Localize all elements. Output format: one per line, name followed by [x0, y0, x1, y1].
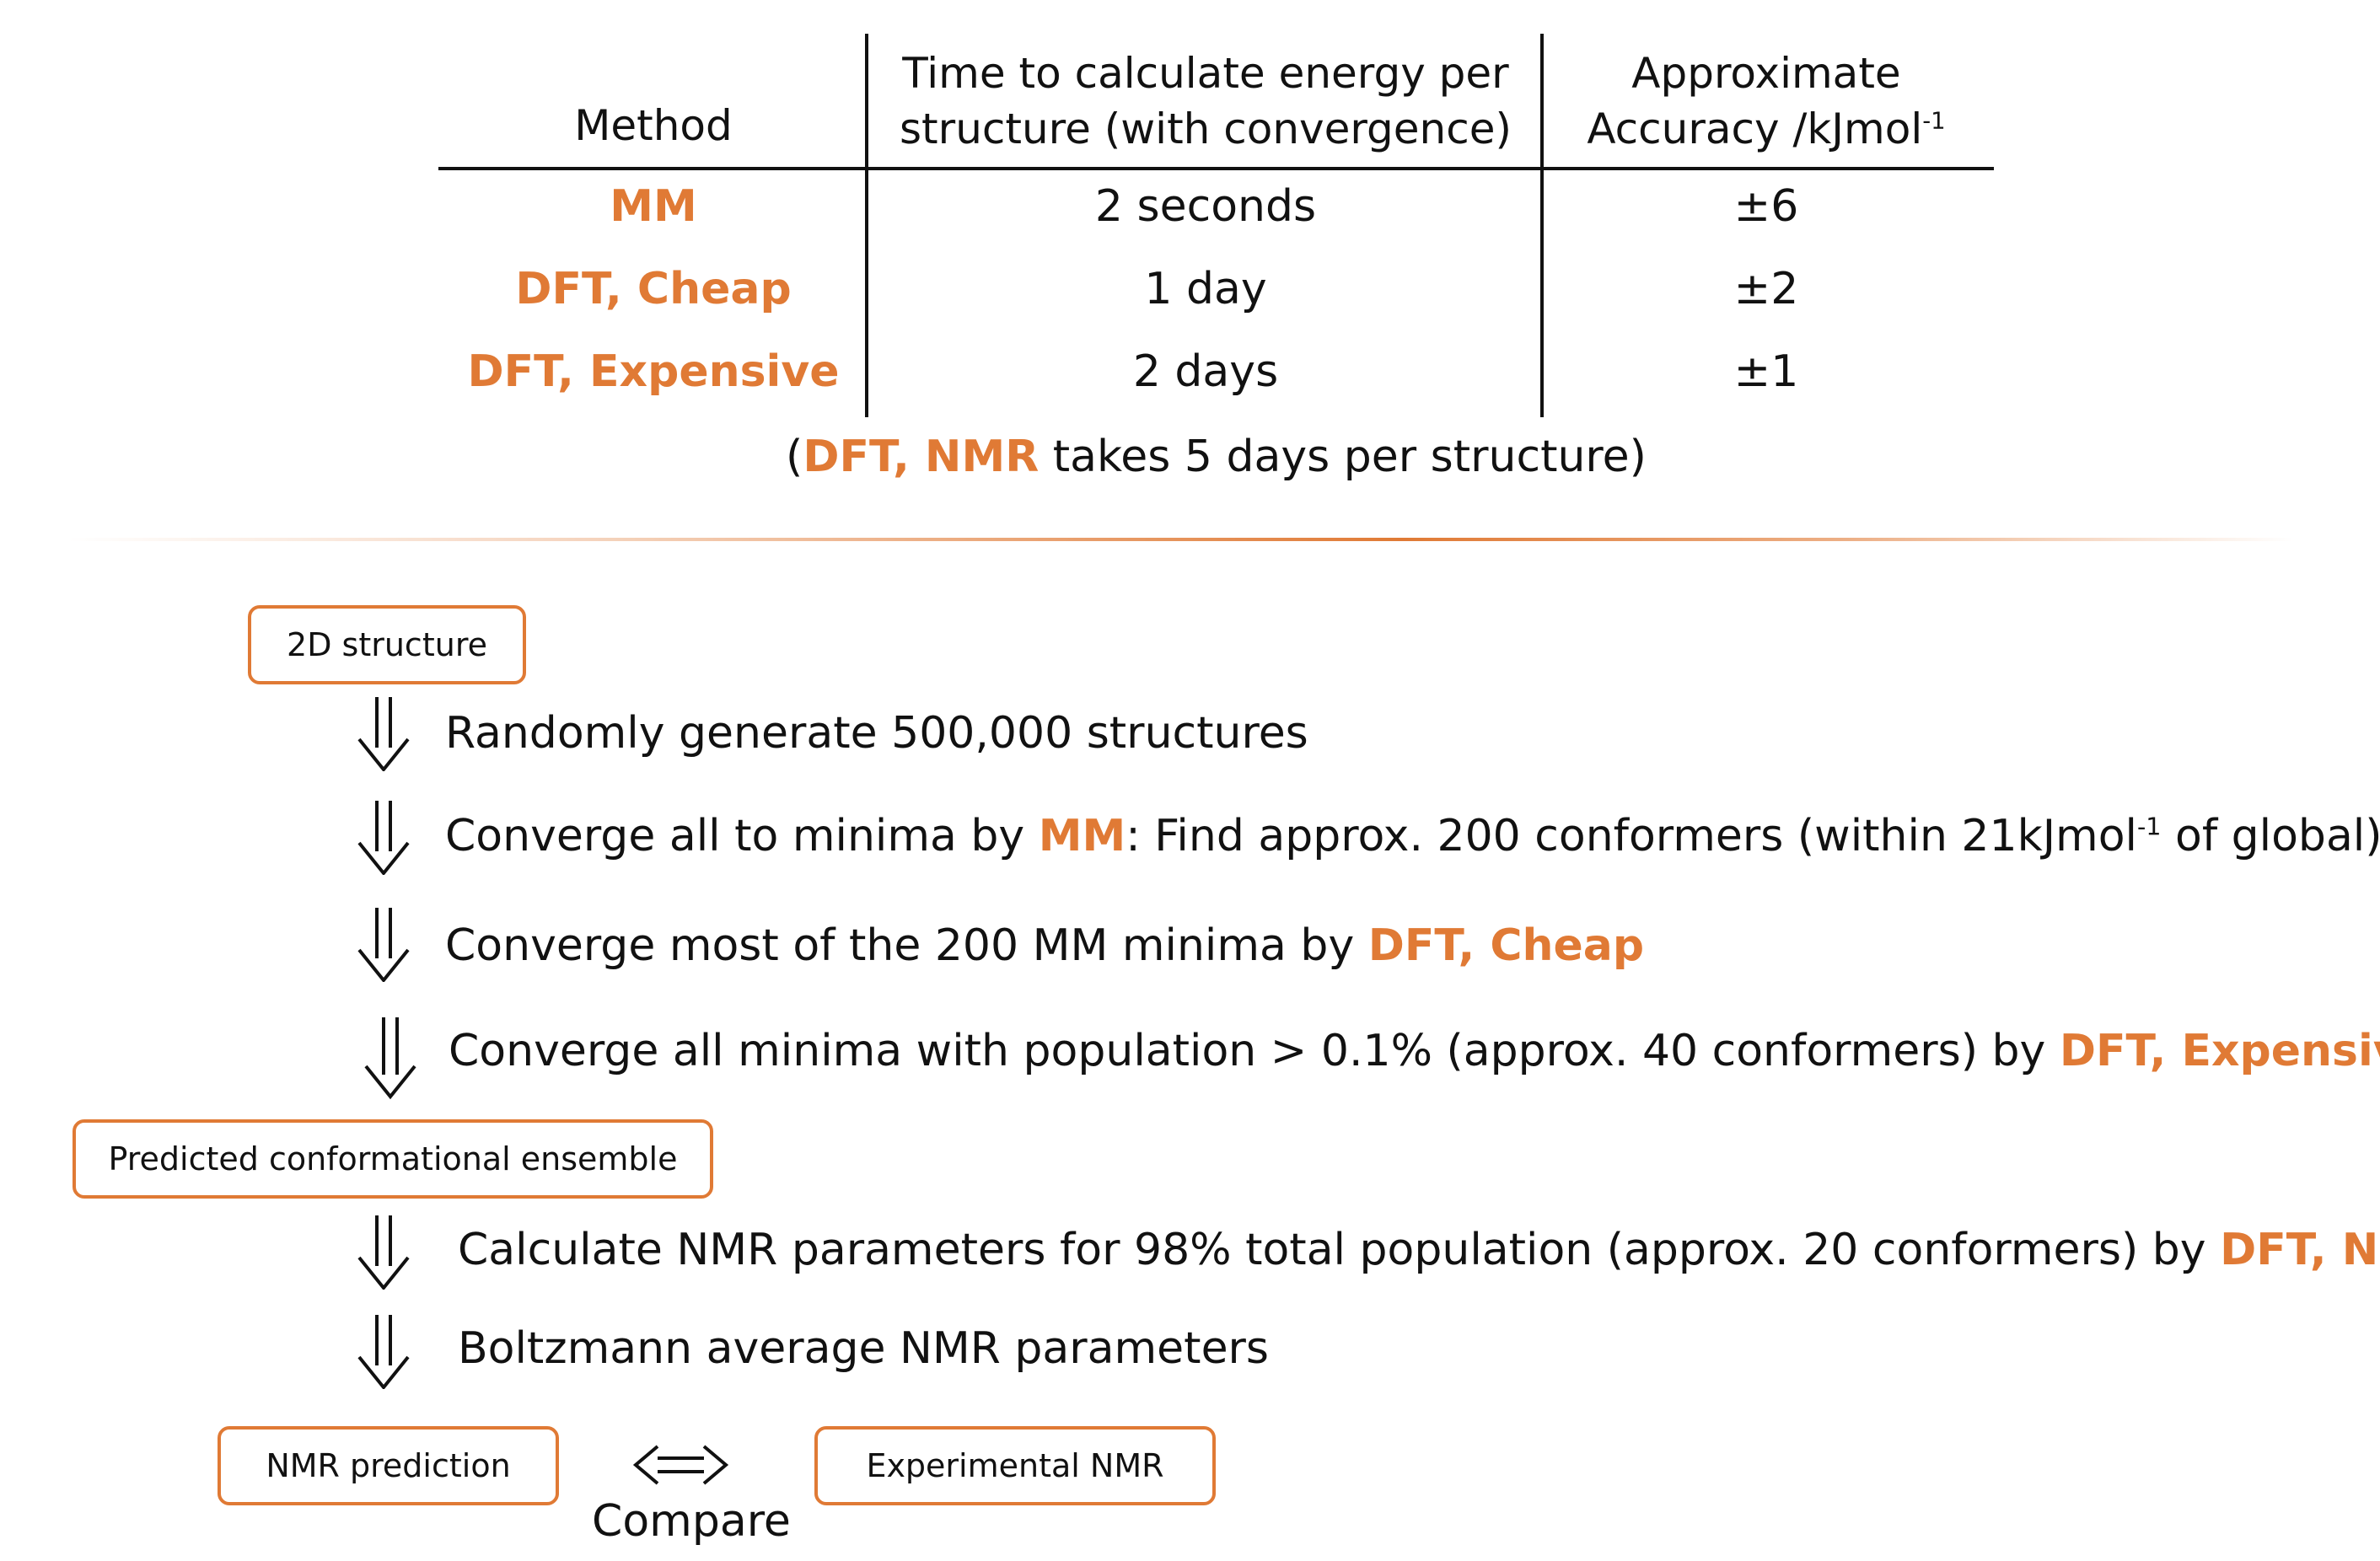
step-converge-mm: Converge all to minima by MM: Find appro… [445, 811, 2380, 861]
table-divider-2 [1540, 34, 1544, 417]
compare-label: Compare [592, 1496, 791, 1547]
table-header-rule [438, 167, 1994, 170]
row-dft-expensive-time: 2 days [1132, 346, 1279, 397]
table-note: (DFT, NMR takes 5 days per structure) [786, 432, 1647, 482]
table-divider-1 [865, 34, 868, 417]
down-arrow-icon [357, 908, 410, 982]
double-arrow-icon [632, 1445, 729, 1485]
down-arrow-icon [357, 697, 410, 771]
step-calculate-nmr: Calculate NMR parameters for 98% total p… [458, 1225, 2380, 1275]
header-time: Time to calculate energy per structure (… [868, 46, 1543, 157]
step-converge-dft-expensive: Converge all minima with population > 0.… [449, 1026, 2380, 1076]
header-time-line1: Time to calculate energy per [902, 49, 1509, 98]
step-boltzmann-average: Boltzmann average NMR parameters [458, 1323, 1270, 1374]
down-arrow-icon [357, 1315, 410, 1389]
down-arrow-icon [357, 1215, 410, 1290]
header-accuracy-line2: Accuracy /kJmol-1 [1587, 105, 1946, 153]
row-mm-accuracy: ±6 [1733, 181, 1799, 232]
down-arrow-icon [357, 801, 410, 875]
down-arrow-icon [364, 1017, 416, 1100]
header-accuracy: Approximate Accuracy /kJmol-1 [1543, 46, 1990, 157]
start-box-2d-structure: 2D structure [248, 605, 526, 684]
experimental-nmr-box: Experimental NMR [814, 1426, 1216, 1505]
ensemble-box: Predicted conformational ensemble [73, 1119, 713, 1199]
row-mm-method: MM [610, 181, 697, 232]
step-converge-dft-cheap: Converge most of the 200 MM minima by DF… [445, 920, 1645, 971]
row-dft-cheap-time: 1 day [1144, 264, 1267, 314]
section-divider [67, 538, 2293, 541]
header-method: Method [574, 101, 733, 150]
step-random-generate: Randomly generate 500,000 structures [445, 708, 1308, 759]
nmr-prediction-box: NMR prediction [218, 1426, 559, 1505]
row-mm-time: 2 seconds [1094, 181, 1317, 232]
row-dft-cheap-method: DFT, Cheap [515, 264, 792, 314]
header-accuracy-line1: Approximate [1631, 49, 1901, 98]
row-dft-expensive-method: DFT, Expensive [467, 346, 840, 397]
row-dft-cheap-accuracy: ±2 [1733, 264, 1799, 314]
row-dft-expensive-accuracy: ±1 [1733, 346, 1799, 397]
header-time-line2: structure (with convergence) [899, 105, 1512, 153]
